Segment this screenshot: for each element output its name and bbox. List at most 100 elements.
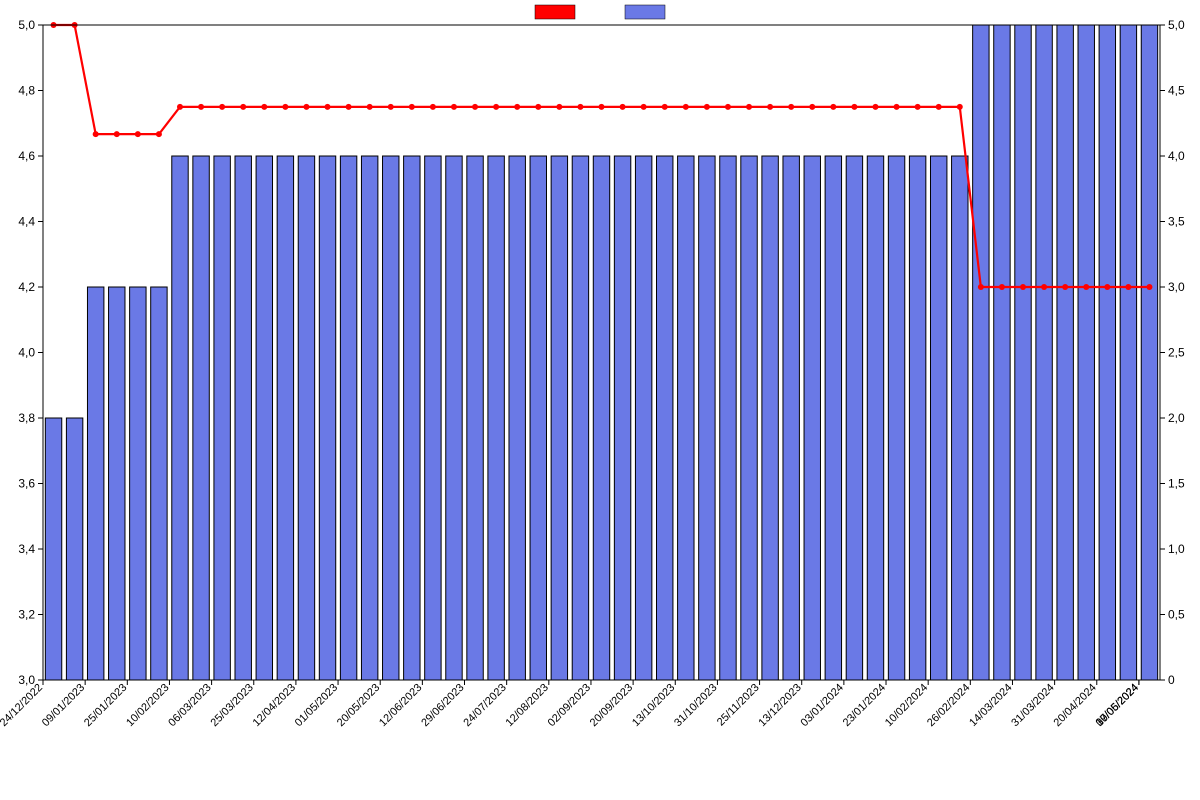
line-marker (683, 104, 689, 110)
y-left-tick-label: 3,6 (18, 477, 35, 491)
bar (130, 287, 146, 680)
bar (930, 156, 946, 680)
y-left-tick-label: 5,0 (18, 18, 35, 32)
line-marker (978, 284, 984, 290)
line-marker (514, 104, 520, 110)
y-left-tick-label: 3,2 (18, 608, 35, 622)
line-marker (1125, 284, 1131, 290)
line-marker (282, 104, 288, 110)
line-marker (556, 104, 562, 110)
y-right-tick-label: 1,5 (1168, 477, 1185, 491)
bar (298, 156, 314, 680)
bar (193, 156, 209, 680)
line-marker (346, 104, 352, 110)
line-marker (704, 104, 710, 110)
bar (1099, 25, 1115, 680)
bar (446, 156, 462, 680)
line-marker (240, 104, 246, 110)
bar (488, 156, 504, 680)
bar (635, 156, 651, 680)
line-marker (641, 104, 647, 110)
line-marker (746, 104, 752, 110)
line-marker (830, 104, 836, 110)
line-marker (872, 104, 878, 110)
line-marker (1083, 284, 1089, 290)
y-right-tick-label: 3,5 (1168, 215, 1185, 229)
y-right-tick-label: 4,5 (1168, 84, 1185, 98)
line-marker (219, 104, 225, 110)
bar (762, 156, 778, 680)
line-marker (1041, 284, 1047, 290)
line-marker (388, 104, 394, 110)
bar (87, 287, 103, 680)
bar (404, 156, 420, 680)
bar (383, 156, 399, 680)
bar (1120, 25, 1136, 680)
line-marker (599, 104, 605, 110)
bar (572, 156, 588, 680)
legend-bar-swatch (625, 5, 665, 19)
line-marker (409, 104, 415, 110)
bar (45, 418, 61, 680)
bar (1078, 25, 1094, 680)
line-marker (915, 104, 921, 110)
y-left-tick-label: 4,4 (18, 215, 35, 229)
bar (867, 156, 883, 680)
bar (1036, 25, 1052, 680)
legend-line-swatch (535, 5, 575, 19)
line-marker (156, 131, 162, 137)
bar (256, 156, 272, 680)
bar (235, 156, 251, 680)
bar (657, 156, 673, 680)
line-marker (936, 104, 942, 110)
y-right-tick-label: 4,0 (1168, 149, 1185, 163)
bar (214, 156, 230, 680)
y-right-tick-label: 0,5 (1168, 608, 1185, 622)
line-marker (788, 104, 794, 110)
bar (846, 156, 862, 680)
bar (699, 156, 715, 680)
line-marker (135, 131, 141, 137)
bar (741, 156, 757, 680)
line-marker (1104, 284, 1110, 290)
line-marker (493, 104, 499, 110)
bar (783, 156, 799, 680)
bar (994, 25, 1010, 680)
line-marker (767, 104, 773, 110)
bar (1057, 25, 1073, 680)
y-left-tick-label: 3,4 (18, 542, 35, 556)
line-marker (957, 104, 963, 110)
bar (888, 156, 904, 680)
line-marker (1020, 284, 1026, 290)
line-marker (999, 284, 1005, 290)
y-right-tick-label: 2,0 (1168, 411, 1185, 425)
chart-container: 3,03,23,43,63,84,04,24,44,64,85,000,51,0… (0, 0, 1200, 800)
line-marker (303, 104, 309, 110)
y-left-tick-label: 4,2 (18, 280, 35, 294)
y-left-tick-label: 4,6 (18, 149, 35, 163)
line-marker (367, 104, 373, 110)
bar (1141, 25, 1157, 680)
bar (614, 156, 630, 680)
y-left-tick-label: 3,8 (18, 411, 35, 425)
line-marker (894, 104, 900, 110)
y-right-tick-label: 1,0 (1168, 542, 1185, 556)
line-marker (430, 104, 436, 110)
line-marker (1146, 284, 1152, 290)
line-marker (577, 104, 583, 110)
bar (467, 156, 483, 680)
bar (804, 156, 820, 680)
y-right-tick-label: 0 (1168, 673, 1175, 687)
y-left-tick-label: 4,8 (18, 84, 35, 98)
bar (909, 156, 925, 680)
line-marker (261, 104, 267, 110)
line-marker (620, 104, 626, 110)
bar (530, 156, 546, 680)
bar (551, 156, 567, 680)
bar (825, 156, 841, 680)
bar (952, 156, 968, 680)
line-marker (114, 131, 120, 137)
y-right-tick-label: 2,5 (1168, 346, 1185, 360)
bar (109, 287, 125, 680)
line-marker (809, 104, 815, 110)
